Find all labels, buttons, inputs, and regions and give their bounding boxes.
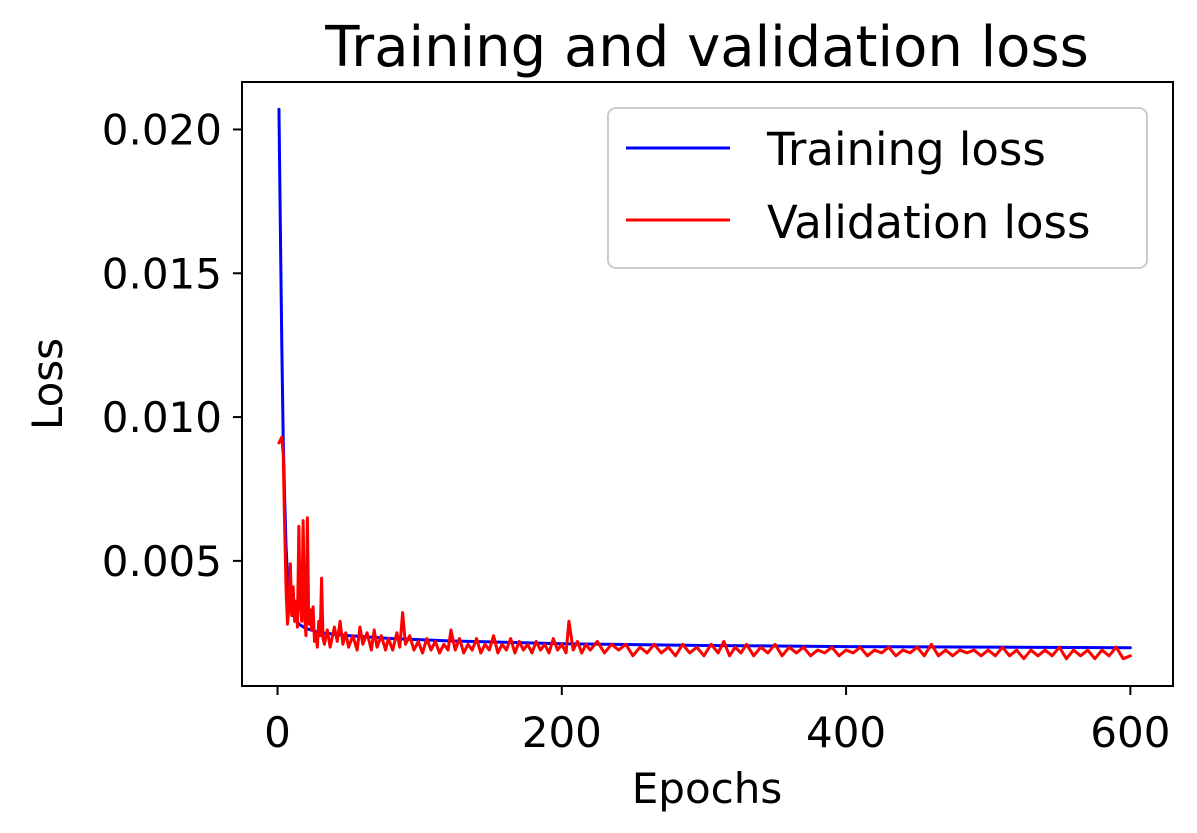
x-axis: 0 200 400 600 (264, 686, 1170, 757)
y-tick-label: 0.010 (102, 393, 222, 442)
y-tick-label: 0.015 (102, 249, 222, 298)
legend-label-training-loss: Training loss (766, 123, 1046, 176)
x-tick-label: 600 (1090, 708, 1170, 757)
x-tick-label: 200 (522, 708, 602, 757)
y-tick-label: 0.020 (102, 105, 222, 154)
y-tick-label: 0.005 (102, 537, 222, 586)
series-line-validation-loss (277, 435, 1132, 661)
legend-label-validation-loss: Validation loss (767, 196, 1090, 249)
x-tick-label: 400 (806, 708, 886, 757)
chart-title: Training and validation loss (324, 15, 1089, 80)
legend-box (607, 107, 1148, 269)
y-axis: 0.005 0.010 0.015 0.020 (102, 105, 242, 586)
y-axis-label: Loss (23, 338, 72, 430)
x-axis-label: Epochs (632, 764, 783, 813)
series-layer (277, 107, 1132, 661)
legend: Training loss Validation loss (607, 107, 1148, 269)
plot-frame (241, 81, 1174, 687)
x-tick-label: 0 (264, 708, 291, 757)
